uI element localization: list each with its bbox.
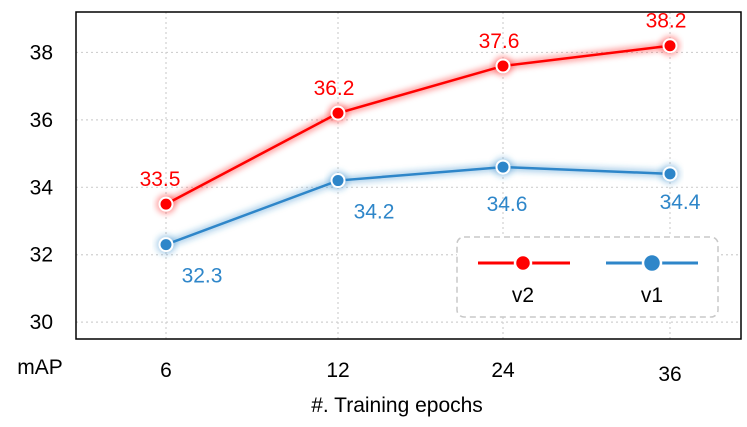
y-tick-label: 32	[30, 244, 53, 267]
data-point	[158, 237, 174, 253]
y-tick-label: 38	[30, 41, 53, 64]
data-label: 37.6	[479, 30, 520, 53]
legend-marker-v2	[513, 253, 533, 273]
x-axis-label: #. Training epochs	[311, 394, 483, 417]
data-point	[662, 38, 678, 54]
series-v1: 32.3 34.2 34.6 34.4	[156, 157, 701, 288]
data-point	[158, 196, 174, 212]
series-line	[165, 44, 671, 206]
y-tick-label: 30	[30, 311, 53, 334]
legend-frame	[456, 236, 719, 318]
x-tick-labels: 6 12 24 36	[160, 359, 682, 386]
data-label: 34.2	[354, 201, 395, 224]
series-line-glow	[164, 41, 671, 208]
grid-lines	[76, 12, 741, 339]
y-tick-labels: 30 32 34 36 38	[30, 41, 54, 334]
legend-marker-v1	[641, 252, 663, 274]
data-label: 34.6	[487, 193, 528, 216]
data-label: 38.2	[646, 10, 687, 33]
y-axis-label: mAP	[17, 356, 63, 379]
legend-label-v1: v1	[641, 284, 663, 307]
series-group: 33.5 36.2 37.6 38.2 32.3 34.2 34.6 34.4	[140, 10, 701, 288]
data-point	[330, 173, 346, 189]
data-point	[495, 58, 511, 74]
plot-area-frame	[75, 11, 742, 340]
x-tick-label: 24	[491, 359, 515, 382]
data-point	[662, 166, 678, 182]
data-point	[330, 105, 346, 121]
series-v2: 33.5 36.2 37.6 38.2	[140, 10, 687, 215]
data-label: 36.2	[314, 77, 355, 100]
x-tick-label: 12	[326, 359, 349, 382]
legend: v2 v1	[456, 236, 719, 318]
data-label: 34.4	[660, 191, 701, 214]
x-tick-label: 6	[160, 359, 172, 382]
series-line-glow	[164, 163, 671, 249]
y-tick-label: 34	[30, 176, 54, 199]
series-line	[165, 165, 671, 246]
data-point	[495, 159, 511, 175]
x-tick-label: 36	[658, 363, 681, 386]
data-label: 32.3	[182, 265, 223, 288]
legend-label-v2: v2	[512, 284, 534, 307]
data-label: 33.5	[140, 168, 181, 191]
y-tick-label: 36	[30, 109, 53, 132]
